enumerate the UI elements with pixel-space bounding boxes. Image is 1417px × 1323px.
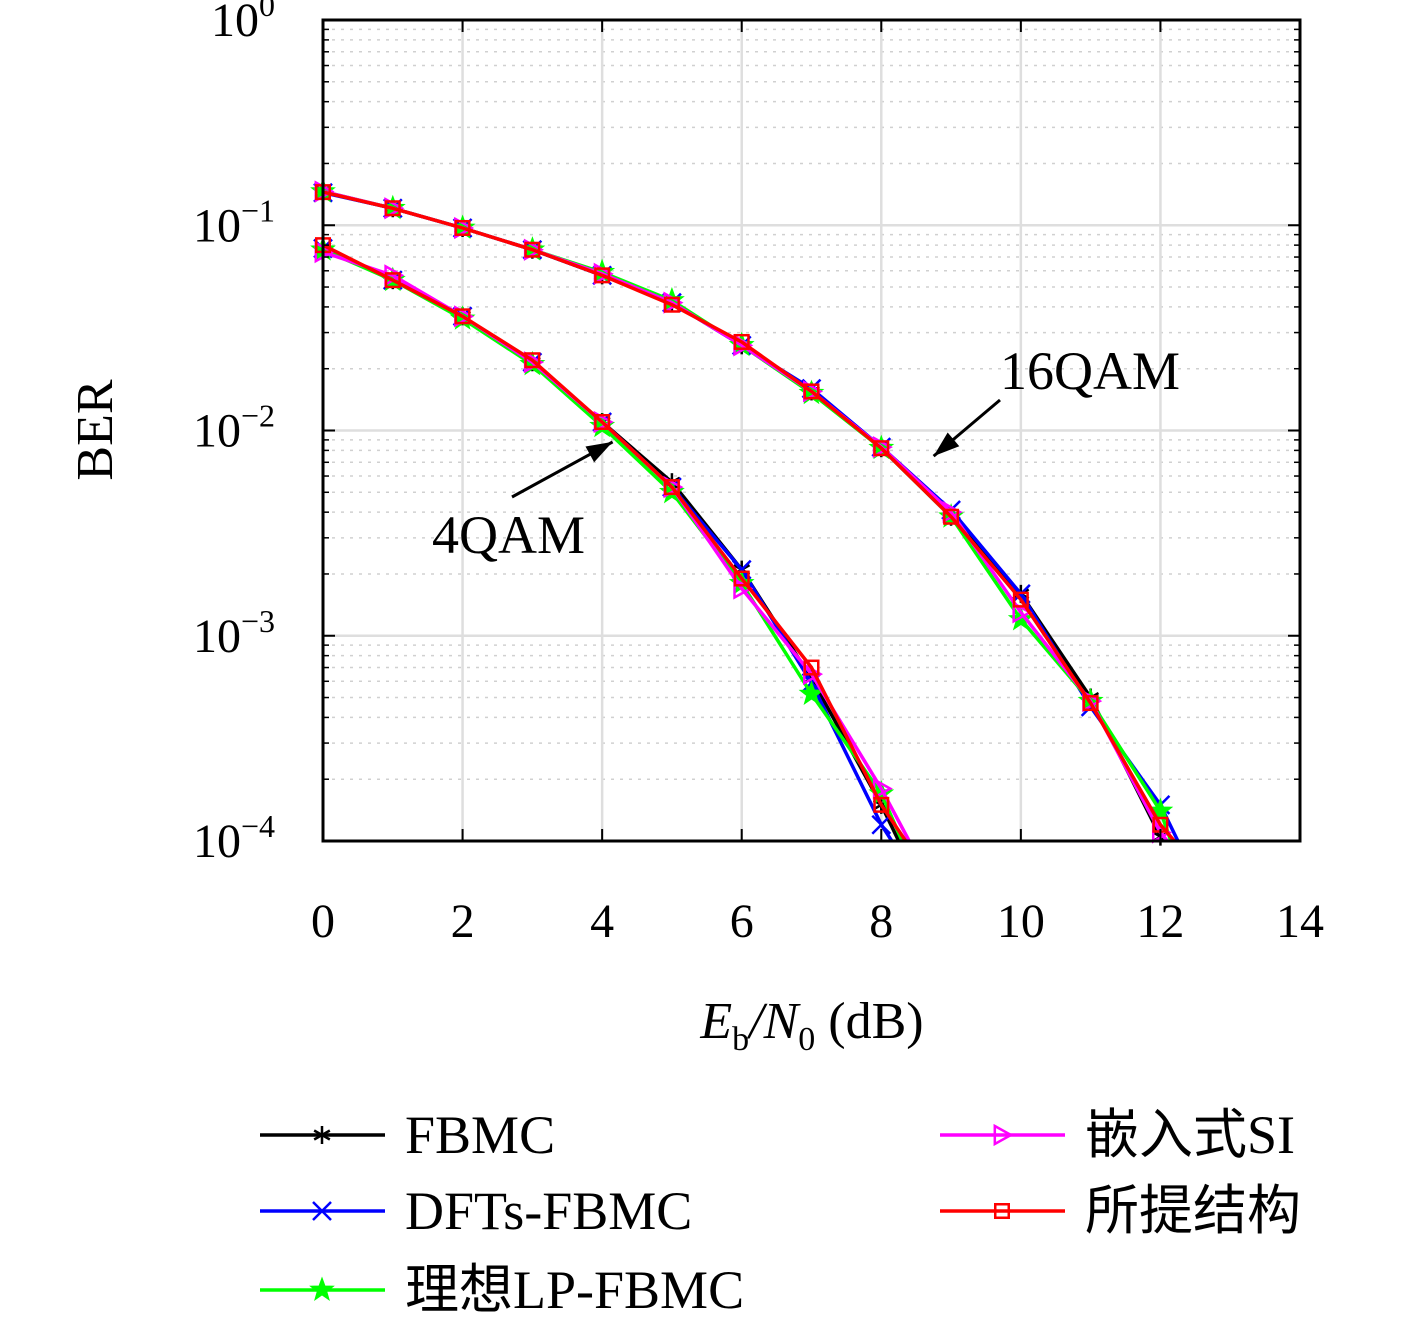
annotations: 16QAM 4QAM [432, 341, 1180, 565]
data-point [309, 1276, 335, 1302]
data-point [384, 200, 401, 217]
data-point [594, 414, 611, 431]
data-point [384, 272, 401, 289]
data-point [803, 659, 820, 676]
data-point [524, 352, 541, 369]
data-point [1012, 601, 1033, 624]
legend-item: 嵌入式SI [940, 1105, 1295, 1165]
legend-item: DFTs-FBMC [260, 1181, 692, 1241]
data-point [733, 333, 750, 350]
data-point [798, 680, 825, 705]
x-tick-label: 14 [1276, 895, 1324, 948]
x-tick-label: 0 [311, 895, 335, 948]
series-layer [310, 177, 1180, 846]
y-tick-label: 10−1 [193, 192, 275, 252]
legend: FBMC DFTs-FBMC 理想LP-FBMC 嵌入式SI 所提结构 [260, 1105, 1301, 1320]
legend-label: FBMC [405, 1105, 555, 1165]
data-point [454, 308, 471, 325]
legend-item: 理想LP-FBMC [260, 1260, 744, 1320]
legend-label: 所提结构 [1085, 1181, 1301, 1241]
data-point [313, 1129, 331, 1141]
x-tick-labels: 0 2 4 6 8 10 12 14 [311, 895, 1324, 948]
data-point [454, 219, 471, 236]
series-line [322, 243, 908, 842]
annotation-16qam-arrow-head [933, 432, 960, 457]
annotation-16qam: 16QAM [1000, 341, 1180, 401]
annotation-4qam: 4QAM [432, 505, 585, 565]
x-tick-label: 4 [590, 895, 614, 948]
data-point [803, 383, 820, 400]
x-tick-label: 6 [730, 895, 754, 948]
y-tick-label: 10−4 [193, 808, 275, 868]
y-tick-label: 10−3 [193, 603, 275, 663]
legend-item: FBMC [260, 1105, 555, 1165]
x-tick-label: 10 [997, 895, 1045, 948]
data-point [871, 814, 892, 835]
legend-label: 嵌入式SI [1085, 1105, 1295, 1165]
y-tick-label: 100 [211, 0, 275, 47]
annotation-4qam-arrow-head [585, 441, 613, 463]
data-point [733, 577, 754, 600]
x-axis-label: Eb/N0 (dB) [699, 993, 923, 1058]
series-line [322, 245, 901, 842]
series-line [322, 246, 894, 842]
y-axis-label: BER [67, 379, 124, 480]
data-point [663, 296, 680, 313]
data-point [873, 440, 890, 457]
series-line [322, 248, 904, 842]
x-tick-label: 12 [1136, 895, 1184, 948]
data-point [733, 570, 750, 587]
data-point [1012, 591, 1029, 608]
data-point [993, 1123, 1014, 1147]
y-tick-labels: 100 10−1 10−2 10−3 10−4 [193, 0, 275, 868]
series-line [322, 190, 1176, 843]
y-tick-label: 10−2 [193, 398, 275, 458]
data-point [943, 508, 960, 525]
data-point [1147, 797, 1174, 822]
grid-lines [323, 20, 1300, 841]
data-point [873, 796, 890, 813]
legend-item: 所提结构 [940, 1181, 1301, 1241]
data-point [524, 241, 541, 258]
legend-label: 理想LP-FBMC [405, 1260, 744, 1320]
data-point [994, 1203, 1010, 1219]
data-point [312, 1201, 332, 1221]
data-point [594, 267, 611, 284]
data-point [663, 479, 680, 496]
x-tick-label: 8 [869, 895, 893, 948]
series-line [322, 250, 911, 842]
data-point [1082, 695, 1099, 712]
axis-ticks [322, 19, 1301, 842]
legend-label: DFTs-FBMC [405, 1181, 692, 1241]
x-tick-label: 2 [451, 895, 475, 948]
